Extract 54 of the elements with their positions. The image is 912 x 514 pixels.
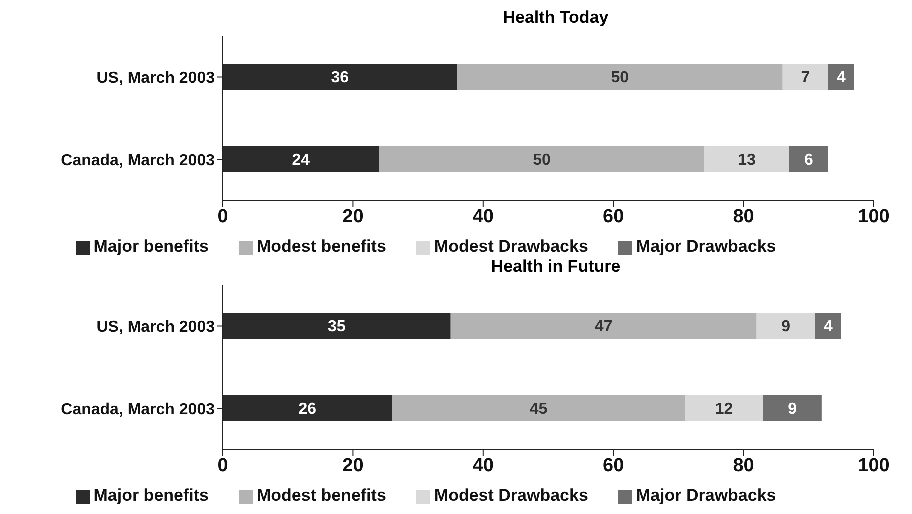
y-tick-label: Canada, March 2003 [61,401,216,418]
y-tick-label: US, March 2003 [96,318,216,336]
data-label: 13 [738,152,756,170]
x-tick-label: 0 [218,455,228,476]
data-label: 9 [782,318,791,336]
data-label: 36 [331,70,350,87]
bar [815,313,842,339]
bar [782,64,828,90]
data-label: 6 [804,152,814,170]
bar [379,146,705,172]
legend-label: Modest benefits [257,237,386,256]
bar [763,396,822,422]
legend-label: Major benefits [94,237,209,256]
legend-label: Major Drawbacks [636,486,776,505]
x-tick-label: 100 [858,206,890,228]
data-label: 4 [836,70,846,87]
data-label: 26 [298,401,317,418]
bar [457,64,783,90]
bar [756,313,816,339]
x-tick-label: 40 [472,206,494,228]
chart-title: Health Today [502,8,610,29]
data-label: 47 [594,318,613,336]
x-tick-label: 20 [342,455,364,476]
bar [392,396,686,422]
data-label: 45 [530,401,548,418]
bar [685,396,764,422]
x-tick-label: 100 [858,455,890,476]
bar [789,146,828,172]
legend-label: Major benefits [94,486,209,505]
legend-label: Major Drawbacks [636,237,776,256]
legend-label: Modest Drawbacks [434,237,588,256]
data-label: 24 [292,152,310,170]
x-tick-label: 40 [472,455,494,476]
data-label: 9 [788,401,798,418]
data-label: 35 [328,318,346,336]
data-label: 12 [715,401,734,418]
bar [828,64,854,90]
x-tick-label: 20 [342,206,364,228]
data-label: 7 [801,70,810,87]
x-tick-label: 80 [733,455,754,476]
x-tick-label: 60 [603,455,624,476]
data-label: 50 [533,152,551,170]
y-tick-label: US, March 2003 [96,70,216,87]
legend-label: Modest Drawbacks [434,486,588,505]
x-tick-label: 60 [603,206,624,228]
x-tick-label: 0 [218,206,228,228]
bar [704,146,790,172]
chart-title: Health in Future [490,257,622,278]
x-tick-label: 80 [733,206,754,228]
data-label: 50 [611,70,630,87]
data-label: 4 [824,318,833,336]
y-tick-label: Canada, March 2003 [61,152,216,170]
legend-label: Modest benefits [257,486,386,505]
bar [450,313,757,339]
